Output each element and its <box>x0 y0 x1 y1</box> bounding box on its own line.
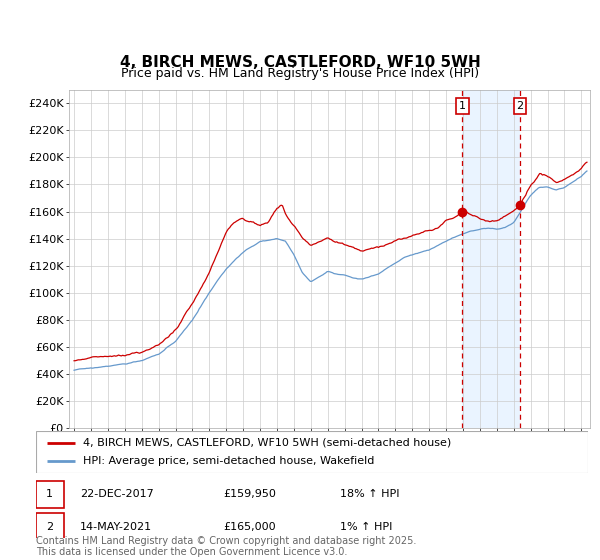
Text: 14-MAY-2021: 14-MAY-2021 <box>80 521 152 531</box>
Bar <box>36 480 64 508</box>
Bar <box>463 90 520 428</box>
Text: 1: 1 <box>46 489 53 500</box>
Text: £159,950: £159,950 <box>224 489 277 500</box>
Text: £165,000: £165,000 <box>224 521 277 531</box>
Text: 4, BIRCH MEWS, CASTLEFORD, WF10 5WH (semi-detached house): 4, BIRCH MEWS, CASTLEFORD, WF10 5WH (sem… <box>83 438 451 448</box>
Text: Contains HM Land Registry data © Crown copyright and database right 2025.
This d: Contains HM Land Registry data © Crown c… <box>36 535 416 557</box>
Text: 1: 1 <box>459 101 466 111</box>
Text: 18% ↑ HPI: 18% ↑ HPI <box>340 489 399 500</box>
Text: 22-DEC-2017: 22-DEC-2017 <box>80 489 154 500</box>
Text: 2: 2 <box>517 101 524 111</box>
Text: 1% ↑ HPI: 1% ↑ HPI <box>340 521 392 531</box>
Text: HPI: Average price, semi-detached house, Wakefield: HPI: Average price, semi-detached house,… <box>83 456 374 466</box>
Text: Price paid vs. HM Land Registry's House Price Index (HPI): Price paid vs. HM Land Registry's House … <box>121 67 479 80</box>
Text: 2: 2 <box>46 521 53 531</box>
Text: 4, BIRCH MEWS, CASTLEFORD, WF10 5WH: 4, BIRCH MEWS, CASTLEFORD, WF10 5WH <box>119 55 481 70</box>
Bar <box>36 512 64 540</box>
